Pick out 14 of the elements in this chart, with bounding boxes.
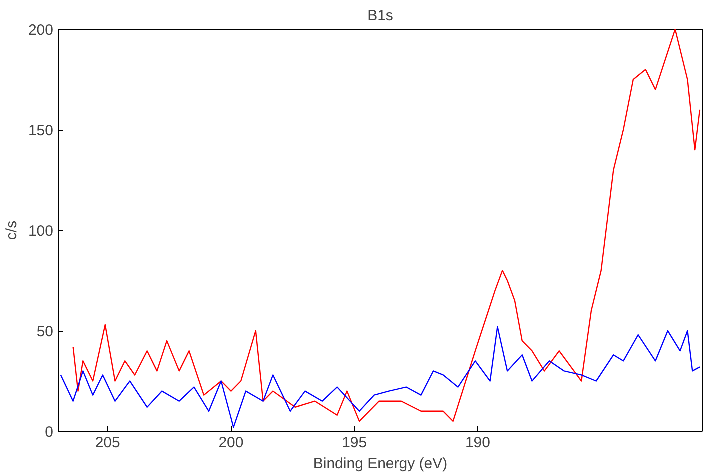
line-series: [60, 326, 701, 428]
line-series: [72, 30, 701, 422]
x-axis-title: Binding Energy (eV): [313, 456, 448, 472]
y-tick-label: 100: [28, 223, 54, 240]
y-tick-label: 200: [28, 22, 54, 39]
y-tick-label: 150: [28, 122, 54, 140]
x-tick-label: 195: [342, 434, 368, 452]
y-tick-label: 50: [36, 324, 54, 340]
y-axis-title: c/s: [3, 220, 20, 240]
chart-title: B1s: [368, 8, 394, 24]
x-tick-label: 205: [95, 434, 120, 452]
x-tick-label: 200: [218, 434, 244, 452]
x-tick-label: 190: [465, 434, 490, 452]
y-tick-label: 0: [45, 424, 54, 441]
